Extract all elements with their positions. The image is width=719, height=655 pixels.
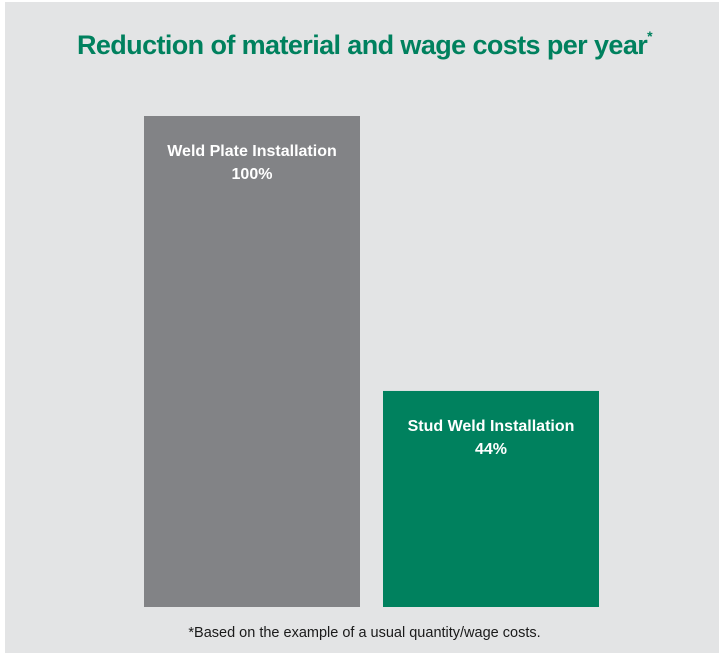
bar-category-label: Weld Plate Installation (167, 143, 337, 160)
chart-title: Reduction of material and wage costs per… (5, 28, 719, 61)
bar-category-label: Stud Weld Installation (408, 418, 575, 435)
chart-title-text: Reduction of material and wage costs per… (76, 30, 648, 60)
bar-stud-weld (383, 390, 599, 607)
bar-value-label: 100% (232, 166, 273, 183)
chart-footnote: *Based on the example of a usual quantit… (188, 625, 541, 641)
bar-value-label: 44% (475, 441, 507, 458)
bar-weld-plate (144, 116, 360, 607)
title-footnote-marker: * (647, 28, 653, 44)
bar-chart: Weld Plate Installation 100% Stud Weld Ins… (144, 116, 599, 607)
